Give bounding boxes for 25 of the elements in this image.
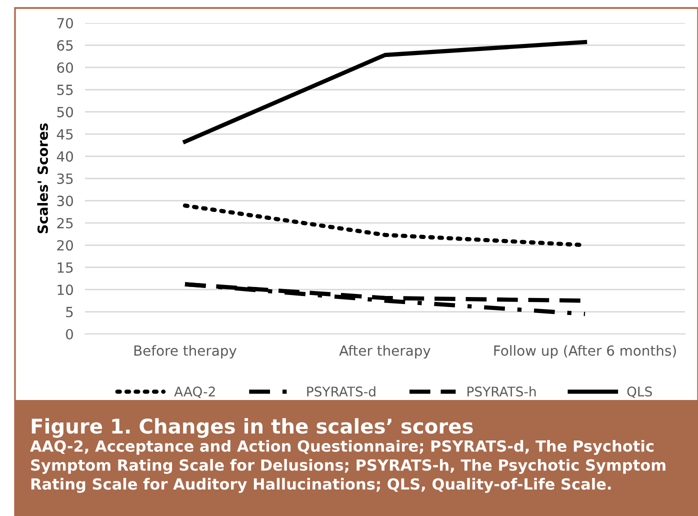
y-axis-title: Scales' Scores <box>37 123 48 234</box>
y-tick-label: 10 <box>58 284 73 296</box>
x-tick-label: Before therapy <box>134 345 237 359</box>
y-tick-label: 65 <box>57 40 73 51</box>
x-tick-label: After therapy <box>339 345 430 359</box>
y-tick-label: 35 <box>57 173 73 184</box>
y-tick-label: 25 <box>57 218 73 228</box>
legend-label: PSYRATS-h <box>468 386 536 397</box>
y-tick-label: 30 <box>57 196 73 206</box>
y-tick-label: 50 <box>57 106 73 118</box>
text: Figure 1. Changes in the scales’ scores <box>32 418 473 438</box>
text: AAQ-2, Acceptance and Action Questionnaire; PSYRATS-d, The Psychotic Symptom Rating Scale for Delusions; PSYRATS-h, The Psychotic Symptom Rating Scale for Auditory Hallucinations; QLS, Quality-of-Life Scale. <box>30 440 666 493</box>
y-tick-label: 0 <box>66 328 73 340</box>
y-tick-label: 15 <box>58 262 73 273</box>
y-tick-label: 55 <box>57 84 73 96</box>
legend-label: QLS <box>627 386 652 398</box>
y-tick-label: 5 <box>66 306 73 318</box>
y-tick-label: 60 <box>57 62 73 73</box>
legend-label: AAQ-2 <box>174 386 215 398</box>
y-tick-label: 20 <box>57 240 73 251</box>
y-tick-label: 70 <box>57 18 73 28</box>
x-tick-label: Follow up (After 6 months) <box>494 345 676 359</box>
legend-label: PSYRATS-d <box>307 386 376 397</box>
y-tick-label: 45 <box>56 129 73 140</box>
y-tick-label: 40 <box>56 151 73 162</box>
